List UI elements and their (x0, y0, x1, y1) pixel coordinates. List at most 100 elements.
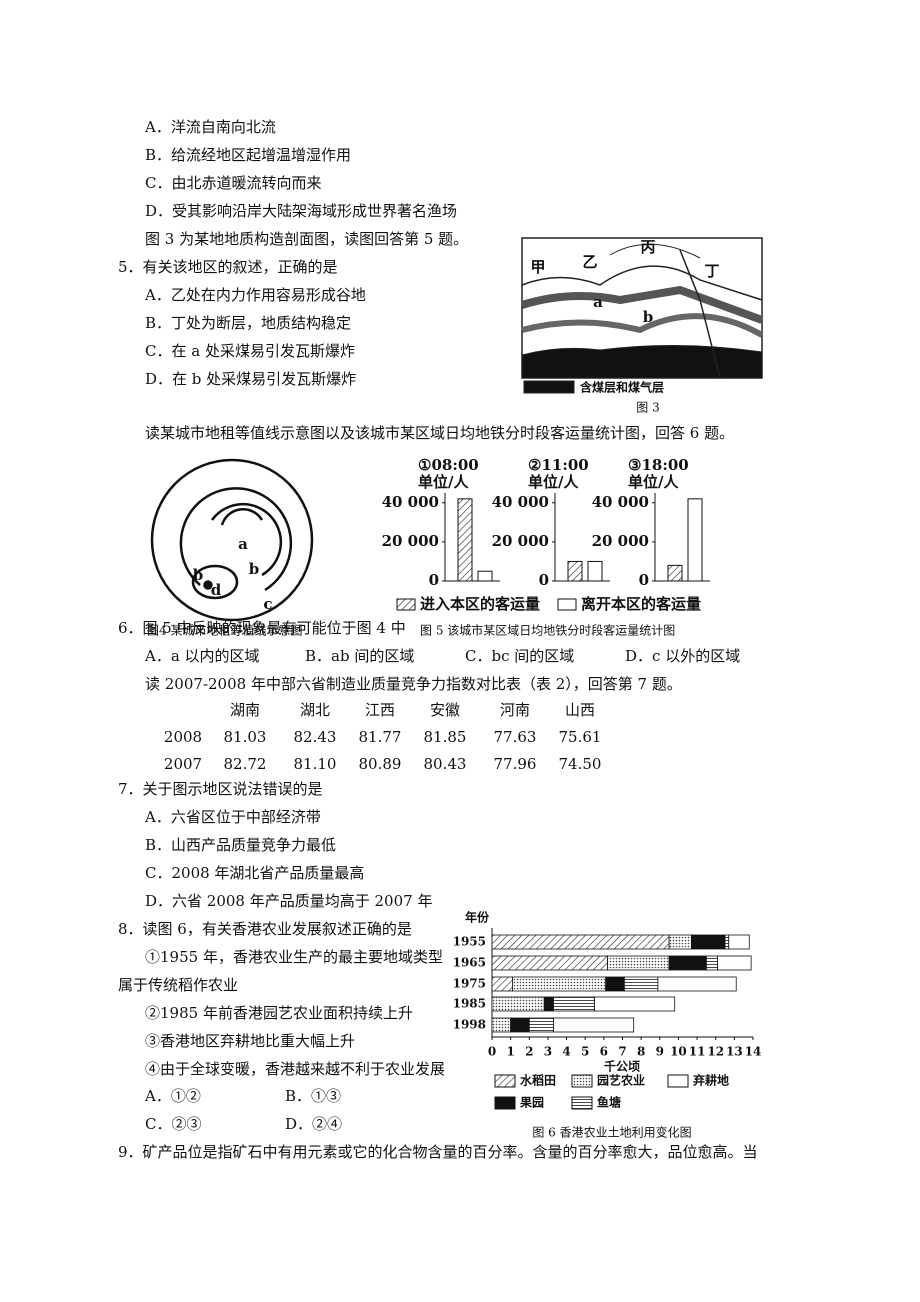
caption: 图 3 (636, 401, 659, 415)
y-tick-label: 40 000 (382, 493, 439, 511)
legend-swatch (494, 1096, 516, 1110)
caption: 图4 某城市地租等值线示意图 (147, 623, 302, 638)
bar-segment (553, 1017, 635, 1033)
table-cell: 81.85 (424, 728, 467, 746)
figure-label: 甲 (530, 258, 545, 276)
axis-unit: 单位/人 (528, 473, 579, 491)
text-line: ④由于全球变暖，香港越来越不利于农业发展 (145, 1060, 445, 1078)
table-cell: 2007 (164, 755, 202, 773)
x-tick-label: 2 (525, 1045, 533, 1059)
x-tick-label: 5 (581, 1045, 589, 1059)
table-header: 河南 (500, 701, 530, 719)
legend-swatch (396, 598, 416, 611)
table-cell: 82.72 (224, 755, 267, 773)
text-line: 图 3 为某地地质构造剖面图，读图回答第 5 题。 (145, 230, 468, 248)
legend-label: 进入本区的客运量 (420, 595, 540, 613)
text-line: ①1955 年，香港农业生产的最主要地域类型 (145, 948, 443, 966)
y-tick-label: 0 (539, 571, 549, 589)
legend-label: 果园 (519, 1096, 544, 1110)
bar-segment (668, 955, 707, 971)
legend-swatch (557, 598, 577, 611)
text-line: D．六省 2008 年产品质量均高于 2007 年 (145, 892, 432, 910)
legend-swatch (571, 1074, 593, 1088)
x-tick-label: 6 (600, 1045, 608, 1059)
legend-label: 水稻田 (520, 1073, 556, 1088)
text-line: C．2008 年湖北省产品质量最高 (145, 864, 364, 882)
text-line: B．ab 间的区域 (305, 647, 414, 665)
table-cell: 82.43 (294, 728, 337, 746)
bar-segment (717, 955, 752, 971)
y-tick-label: 20 000 (382, 532, 439, 550)
bar-segment (512, 976, 607, 992)
bar-segment (594, 996, 676, 1012)
x-tick-label: 1 (506, 1045, 514, 1059)
text-line: B．①③ (285, 1087, 341, 1105)
x-tick-label: 10 (670, 1045, 687, 1059)
y-tick-label: 40 000 (492, 493, 549, 511)
figure-label: d (211, 581, 222, 599)
bar-segment (607, 955, 670, 971)
bar-segment (605, 976, 625, 992)
table-cell: 75.61 (559, 728, 602, 746)
y-tick-label: 1975 (453, 977, 486, 991)
table-cell: 81.10 (294, 755, 337, 773)
figure-label: a (238, 535, 248, 553)
y-tick-label: 0 (429, 571, 439, 589)
text-line: 属于传统稻作农业 (118, 976, 238, 994)
text-line: B．丁处为断层，地质结构稳定 (145, 314, 351, 332)
panel-title: ③18:00 (628, 456, 689, 474)
y-tick-label: 1955 (453, 935, 486, 949)
text-line: D．c 以外的区域 (625, 647, 740, 665)
text-line: C．bc 间的区域 (465, 647, 574, 665)
figure-label: b (643, 308, 654, 326)
caption: 图 6 香港农业土地利用变化图 (532, 1125, 691, 1140)
table-cell: 81.03 (224, 728, 267, 746)
text-line: 7．关于图示地区说法错误的是 (118, 780, 323, 798)
text-line: 5．有关该地区的叙述，正确的是 (118, 258, 338, 276)
figure-4 (150, 458, 314, 622)
y-tick-label: 20 000 (492, 532, 549, 550)
table-cell: 80.43 (424, 755, 467, 773)
x-tick-label: 3 (544, 1045, 552, 1059)
table-cell: 74.50 (559, 755, 602, 773)
table-header: 安徽 (430, 701, 460, 719)
bar (477, 570, 493, 582)
axis-unit: 单位/人 (628, 473, 679, 491)
bar (457, 498, 473, 582)
bar (687, 498, 703, 582)
bar-segment (668, 934, 692, 950)
bar-segment (657, 976, 737, 992)
text-line: D．受其影响沿岸大陆架海域形成世界著名渔场 (145, 202, 457, 220)
axis-title: 千公顷 (604, 1059, 640, 1074)
figure-label: c (263, 595, 272, 613)
bar-segment (491, 1017, 512, 1033)
text-line: B．给流经地区起增温增湿作用 (145, 146, 351, 164)
table-header: 江西 (365, 701, 395, 719)
text-line: C．在 a 处采煤易引发瓦斯爆炸 (145, 342, 355, 360)
text-line: C．由北赤道暖流转向而来 (145, 174, 321, 192)
text-line: A．洋流自南向北流 (144, 118, 276, 136)
bar (567, 560, 583, 582)
table-cell: 77.96 (494, 755, 537, 773)
text-line: 读 2007-2008 年中部六省制造业质量竞争力指数对比表（表 2），回答第 … (145, 675, 682, 693)
text-line: 读某城市地租等值线示意图以及该城市某区域日均地铁分时段客运量统计图，回答 6 题… (145, 424, 734, 442)
bar-segment (491, 976, 513, 992)
x-tick-label: 4 (562, 1045, 570, 1059)
x-tick-label: 0 (488, 1045, 496, 1059)
panel-title: ②11:00 (528, 456, 589, 474)
figure-label: 丁 (704, 262, 719, 280)
legend-label: 离开本区的客运量 (581, 595, 701, 613)
table-cell: 2008 (164, 728, 202, 746)
bar-segment (491, 934, 670, 950)
caption: 图 5 该城市某区域日均地铁分时段客运量统计图 (420, 623, 675, 638)
figure-label: 丙 (640, 238, 655, 256)
axis-title: 年份 (465, 910, 490, 925)
text-line: A．a 以内的区域 (144, 647, 260, 665)
axis-unit: 单位/人 (418, 473, 469, 491)
legend-swatch (571, 1096, 593, 1110)
bar-segment (724, 934, 730, 950)
figure-label: b (193, 566, 204, 584)
text-line: D．在 b 处采煤易引发瓦斯爆炸 (145, 370, 356, 388)
